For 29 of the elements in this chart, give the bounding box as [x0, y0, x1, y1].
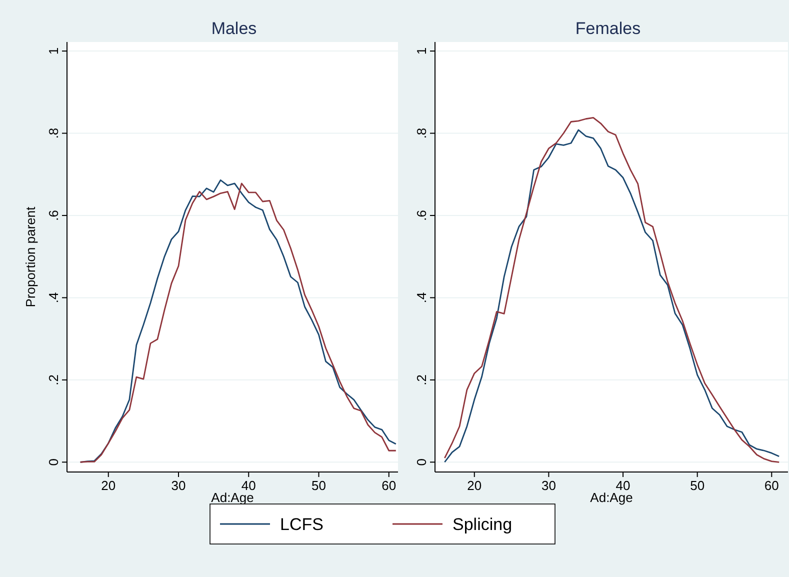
y-tick-label: .6	[46, 210, 61, 221]
x-tick-label: 30	[541, 478, 556, 493]
x-tick-label: 20	[101, 478, 116, 493]
legend-label: Splicing	[452, 515, 512, 534]
legend-label: LCFS	[280, 515, 324, 534]
x-tick-label: 40	[616, 478, 630, 493]
x-axis-title: Ad:Age	[590, 490, 633, 505]
y-tick-label: .4	[46, 292, 61, 304]
y-tick-label: .4	[414, 292, 429, 304]
y-axis-title: Proportion parent	[23, 206, 38, 308]
y-tick-label: .8	[414, 128, 429, 139]
x-tick-label: 50	[690, 478, 705, 493]
x-tick-label: 30	[171, 478, 186, 493]
y-tick-label: 1	[414, 47, 429, 55]
y-tick-label: .6	[414, 210, 429, 221]
y-tick-label: 0	[414, 458, 429, 466]
chart-title: Females	[575, 19, 641, 38]
x-tick-label: 60	[764, 478, 779, 493]
chart-title: Males	[211, 19, 257, 38]
x-tick-label: 50	[312, 478, 326, 493]
y-tick-label: .8	[46, 128, 61, 139]
x-axis-title: Ad:Age	[211, 490, 254, 505]
y-tick-label: 0	[46, 458, 61, 466]
y-tick-label: .2	[46, 374, 61, 386]
y-tick-label: .2	[414, 374, 429, 386]
y-tick-label: 1	[46, 47, 61, 55]
x-tick-label: 20	[467, 478, 482, 493]
x-tick-label: 60	[382, 478, 396, 493]
x-tick-label: 40	[241, 478, 256, 493]
